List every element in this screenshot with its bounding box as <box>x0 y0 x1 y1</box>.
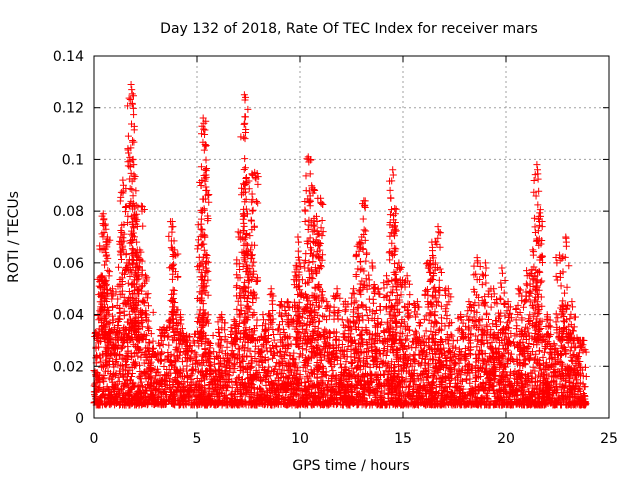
data-point <box>118 256 125 263</box>
data-point <box>210 332 217 339</box>
data-point <box>199 241 206 248</box>
data-point <box>104 267 111 274</box>
data-point <box>128 186 135 193</box>
data-point <box>119 177 126 184</box>
data-point <box>109 303 116 310</box>
data-point <box>203 142 210 149</box>
data-point <box>194 245 201 252</box>
data-point <box>125 133 132 140</box>
data-point <box>183 363 190 370</box>
data-point <box>202 183 209 190</box>
data-point <box>198 216 205 223</box>
data-point <box>198 182 205 189</box>
data-point <box>224 344 231 351</box>
data-point <box>198 163 205 170</box>
data-point <box>130 111 137 118</box>
data-point <box>106 268 113 275</box>
data-point <box>241 344 248 351</box>
data-point <box>138 202 145 209</box>
data-point <box>200 120 207 127</box>
data-point <box>118 189 125 196</box>
data-point <box>149 338 156 345</box>
data-point <box>204 268 211 275</box>
data-point <box>201 131 208 138</box>
data-point <box>170 286 177 293</box>
data-point <box>98 364 105 371</box>
data-point <box>205 199 212 206</box>
data-point <box>130 139 137 146</box>
data-point <box>144 323 151 330</box>
chart-title: Day 132 of 2018, Rate Of TEC Index for r… <box>160 21 538 37</box>
data-point <box>134 204 141 211</box>
data-point <box>128 86 135 93</box>
data-point <box>203 156 210 163</box>
data-point <box>165 342 172 349</box>
data-point <box>142 272 149 279</box>
data-point <box>128 81 135 88</box>
data-points <box>91 81 590 409</box>
data-point <box>199 207 206 214</box>
data-point <box>553 318 560 325</box>
data-point <box>583 373 590 380</box>
data-point <box>145 340 152 347</box>
data-point <box>139 298 146 305</box>
data-point <box>199 226 206 233</box>
data-point <box>117 309 124 316</box>
data-point <box>259 378 266 385</box>
data-point <box>115 264 122 271</box>
data-point <box>169 218 176 225</box>
roti-chart: Day 132 of 2018, Rate Of TEC Index for r… <box>0 0 640 480</box>
data-point <box>123 203 130 210</box>
data-point <box>201 147 208 154</box>
data-point <box>160 341 167 348</box>
data-point <box>454 337 461 344</box>
data-point <box>532 379 539 386</box>
data-point <box>540 354 547 361</box>
data-point <box>410 351 417 358</box>
data-point <box>101 261 108 268</box>
data-point <box>571 344 578 351</box>
data-point <box>139 223 146 230</box>
data-point <box>456 360 463 367</box>
